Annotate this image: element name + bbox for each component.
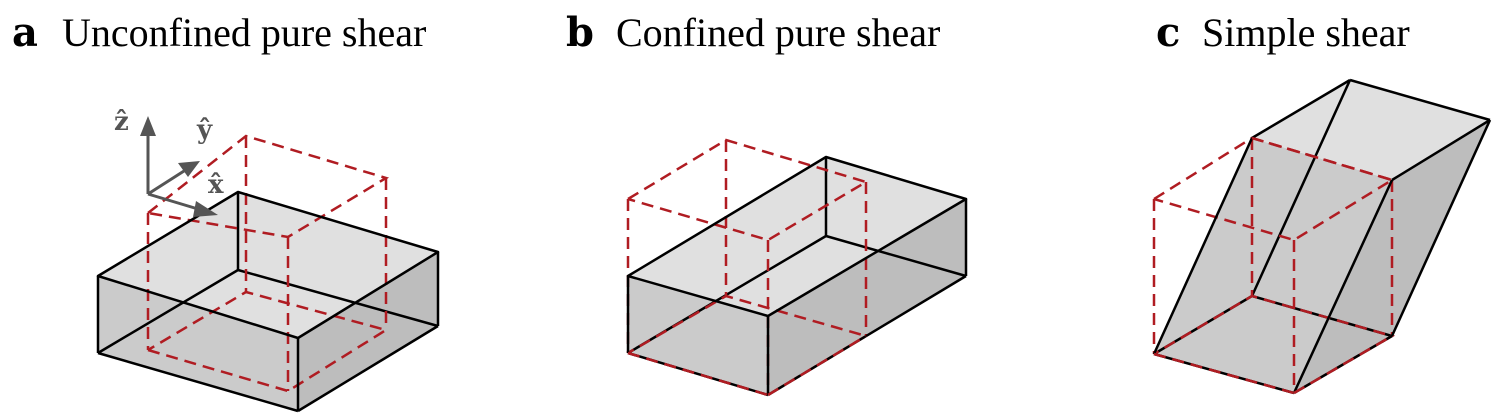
panel-b-box-top-face <box>628 157 966 316</box>
panel-a-box-hidden-edges <box>97 192 439 355</box>
x-axis-label: x̂ <box>208 170 224 200</box>
y-axis-arrowhead <box>178 161 200 177</box>
panel-c-letter: c <box>1156 9 1180 56</box>
x-axis-arrowhead <box>193 201 218 217</box>
panel-a-diagram: ẑ ŷ x̂ <box>96 107 440 413</box>
panel-b-letter: b <box>566 9 594 56</box>
panel-b-title: Confined pure shear <box>616 10 940 55</box>
y-axis-label: ŷ <box>196 115 213 145</box>
panel-b-diagram <box>626 138 968 397</box>
panel-c-title: Simple shear <box>1202 10 1410 55</box>
panel-b-box-left-face <box>628 276 768 395</box>
panel-b-heading: b Confined pure shear <box>566 9 940 56</box>
panel-b-overlap-edges <box>627 334 867 397</box>
panel-c-heading: c Simple shear <box>1156 9 1410 56</box>
coordinate-axes: ẑ ŷ x̂ <box>114 107 224 217</box>
z-axis-arrowhead <box>140 116 156 136</box>
panel-c-box-front-face <box>1154 138 1392 393</box>
y-axis <box>147 169 185 196</box>
panel-a-heading: a Unconfined pure shear <box>12 9 426 56</box>
panel-c-overlap-edges <box>1153 136 1393 395</box>
panel-a-title: Unconfined pure shear <box>62 10 426 55</box>
panel-a-box-right-face <box>298 252 438 411</box>
panel-a-box-visible-edges <box>96 190 440 413</box>
panel-a-letter: a <box>12 9 38 56</box>
z-axis-label: ẑ <box>114 107 129 137</box>
x-axis <box>147 192 199 211</box>
panel-c-diagram <box>1152 78 1492 395</box>
